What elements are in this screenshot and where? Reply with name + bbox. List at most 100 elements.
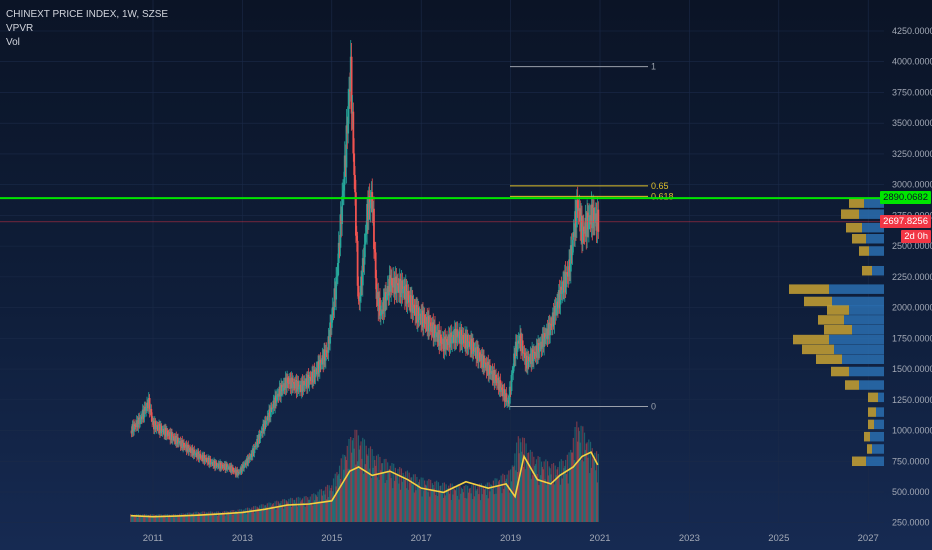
volume-bar xyxy=(178,515,180,522)
candle-body xyxy=(318,359,321,373)
volume-bar xyxy=(356,429,358,522)
indicator-vpvr-label[interactable]: VPVR xyxy=(6,23,34,34)
volume-bar xyxy=(326,484,329,522)
symbol-title[interactable]: CHINEXT PRICE INDEX, 1W, SZSE xyxy=(6,9,169,20)
volume-bar xyxy=(293,499,295,522)
candle-body xyxy=(150,408,153,417)
vpvr-bar-up xyxy=(834,344,884,355)
candle-body xyxy=(263,420,266,431)
candle-body xyxy=(467,341,470,348)
volume-bar xyxy=(228,512,231,522)
volume-bar xyxy=(461,489,464,522)
volume-bar xyxy=(324,494,326,522)
volume-bar xyxy=(333,495,335,522)
candle-body xyxy=(232,467,234,472)
volume-bar xyxy=(570,449,572,522)
volume-bar xyxy=(255,509,257,522)
price-tick-label: 3000.0000 xyxy=(892,180,932,190)
volume-bar xyxy=(486,482,488,522)
volume-bar xyxy=(175,515,177,522)
volume-bar xyxy=(289,506,291,522)
volume-bar xyxy=(286,501,288,522)
volume-bar xyxy=(294,499,296,522)
volume-bar xyxy=(393,463,395,522)
volume-bar xyxy=(543,461,545,522)
candle-body xyxy=(417,307,420,320)
volume-bar xyxy=(307,497,309,522)
price-tick-label: 1250.0000 xyxy=(892,395,932,405)
fib-level-label: 0.618 xyxy=(651,191,674,201)
volume-bar xyxy=(339,478,341,522)
volume-bar xyxy=(373,455,375,522)
volume-bar xyxy=(577,441,579,522)
volume-bar xyxy=(185,513,187,522)
volume-bar xyxy=(471,484,473,522)
volume-bar xyxy=(281,506,283,522)
vpvr-bar-up xyxy=(862,222,884,233)
volume-bar xyxy=(585,443,587,522)
volume-bar xyxy=(535,459,537,522)
volume-bar xyxy=(411,477,413,522)
volume-bar xyxy=(592,458,594,522)
volume-bar xyxy=(388,469,390,522)
volume-bar xyxy=(426,480,428,522)
volume-bar xyxy=(258,508,260,522)
fib-level-label: 0.65 xyxy=(651,181,669,191)
volume-bar xyxy=(300,501,302,522)
candle-body xyxy=(155,425,158,430)
volume-bar xyxy=(362,437,364,522)
volume-bar xyxy=(444,495,446,522)
candle-body xyxy=(133,424,136,432)
volume-bar xyxy=(588,439,590,522)
volume-bar xyxy=(165,514,167,522)
volume-bar xyxy=(269,509,271,522)
volume-bar xyxy=(476,489,478,522)
volume-bar xyxy=(477,486,479,522)
volume-bar xyxy=(331,485,333,522)
candle-body xyxy=(325,350,328,352)
vpvr-bar-down xyxy=(824,324,852,335)
volume-bar xyxy=(510,469,512,522)
candle-body xyxy=(544,333,546,339)
volume-bar xyxy=(522,467,525,522)
volume-bar xyxy=(306,503,308,522)
volume-bar xyxy=(148,514,150,522)
volume-bar xyxy=(516,442,518,522)
candle-body xyxy=(483,355,485,368)
volume-bar xyxy=(410,477,412,522)
volume-bar xyxy=(372,467,374,522)
horizontal-lines[interactable] xyxy=(0,197,884,223)
volume-bar xyxy=(353,448,355,522)
volume-bar xyxy=(398,483,400,522)
volume-bar xyxy=(589,441,592,522)
volume-bar xyxy=(322,490,324,522)
volume-bar xyxy=(359,445,361,522)
volume-bar xyxy=(412,474,415,522)
volume-bar xyxy=(203,515,205,522)
volume-bar xyxy=(147,514,149,522)
volume-bar xyxy=(158,517,160,522)
candle-body xyxy=(505,393,508,403)
volume-bar xyxy=(504,480,507,522)
indicator-vol-label[interactable]: Vol xyxy=(6,37,20,48)
grid xyxy=(0,0,884,524)
volume-bar xyxy=(160,516,162,522)
candle-body xyxy=(205,458,208,460)
candle-body xyxy=(396,283,399,293)
volume-bar xyxy=(538,485,540,522)
volume-bar xyxy=(348,438,350,522)
candle-body xyxy=(337,242,340,263)
volume-bar xyxy=(583,461,585,522)
volume-bar xyxy=(134,514,136,522)
volume-bar xyxy=(308,499,311,522)
volume-bar xyxy=(271,504,274,522)
volume-bar xyxy=(350,452,353,522)
candle-body xyxy=(373,249,376,253)
volume-bar xyxy=(496,478,498,522)
candle-body xyxy=(166,430,169,435)
volume-bar xyxy=(210,515,213,522)
fib-retracement[interactable]: 1 0.650.618 0 xyxy=(510,62,674,412)
volume-bar xyxy=(503,488,505,522)
